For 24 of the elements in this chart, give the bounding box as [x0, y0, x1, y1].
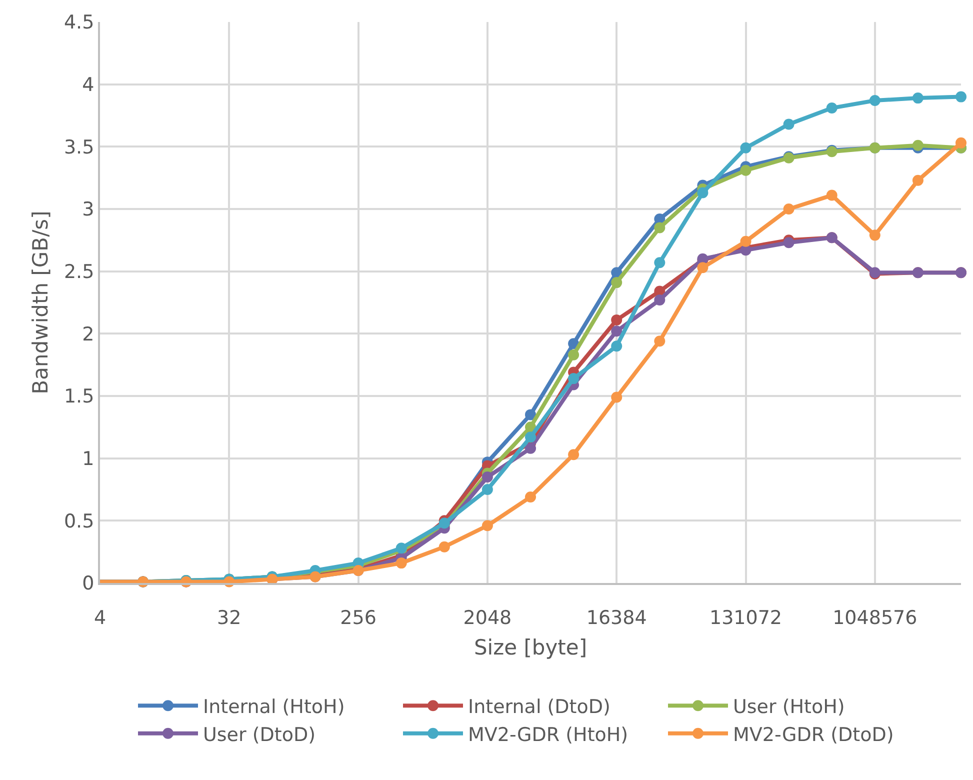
- x-tick-label: 1048576: [832, 606, 918, 629]
- x-tick-label: 2048: [463, 606, 512, 629]
- x-tick-label: 16384: [586, 606, 647, 629]
- legend-label: User (HtoH): [733, 696, 845, 718]
- x-tick-label: 32: [217, 606, 242, 629]
- y-tick-label: 1.5: [64, 386, 94, 408]
- y-tick-label: 3: [82, 198, 94, 221]
- y-axis-title: Bandwidth [GB/s]: [28, 210, 53, 394]
- legend-label: User (DtoD): [203, 724, 316, 746]
- legend-label: Internal (HtoH): [203, 696, 345, 718]
- y-tick-label: 4.5: [64, 12, 94, 34]
- y-tick-label: 0: [82, 572, 94, 595]
- y-tick-label: 0.5: [64, 510, 94, 532]
- y-tick-label: 1: [82, 448, 94, 470]
- y-tick-label: 4: [82, 74, 94, 96]
- legend-label: MV2-GDR (DtoD): [733, 724, 894, 746]
- y-tick-label: 3.5: [64, 136, 94, 158]
- x-axis-title: Size [byte]: [474, 636, 588, 660]
- x-tick-label: 256: [340, 606, 376, 629]
- legend-label: MV2-GDR (HtoH): [468, 724, 628, 746]
- y-tick-label: 2.5: [64, 260, 94, 283]
- x-tick-label: 131072: [709, 606, 782, 629]
- y-tick-label: 2: [82, 323, 94, 346]
- legend-label: Internal (DtoD): [468, 696, 610, 718]
